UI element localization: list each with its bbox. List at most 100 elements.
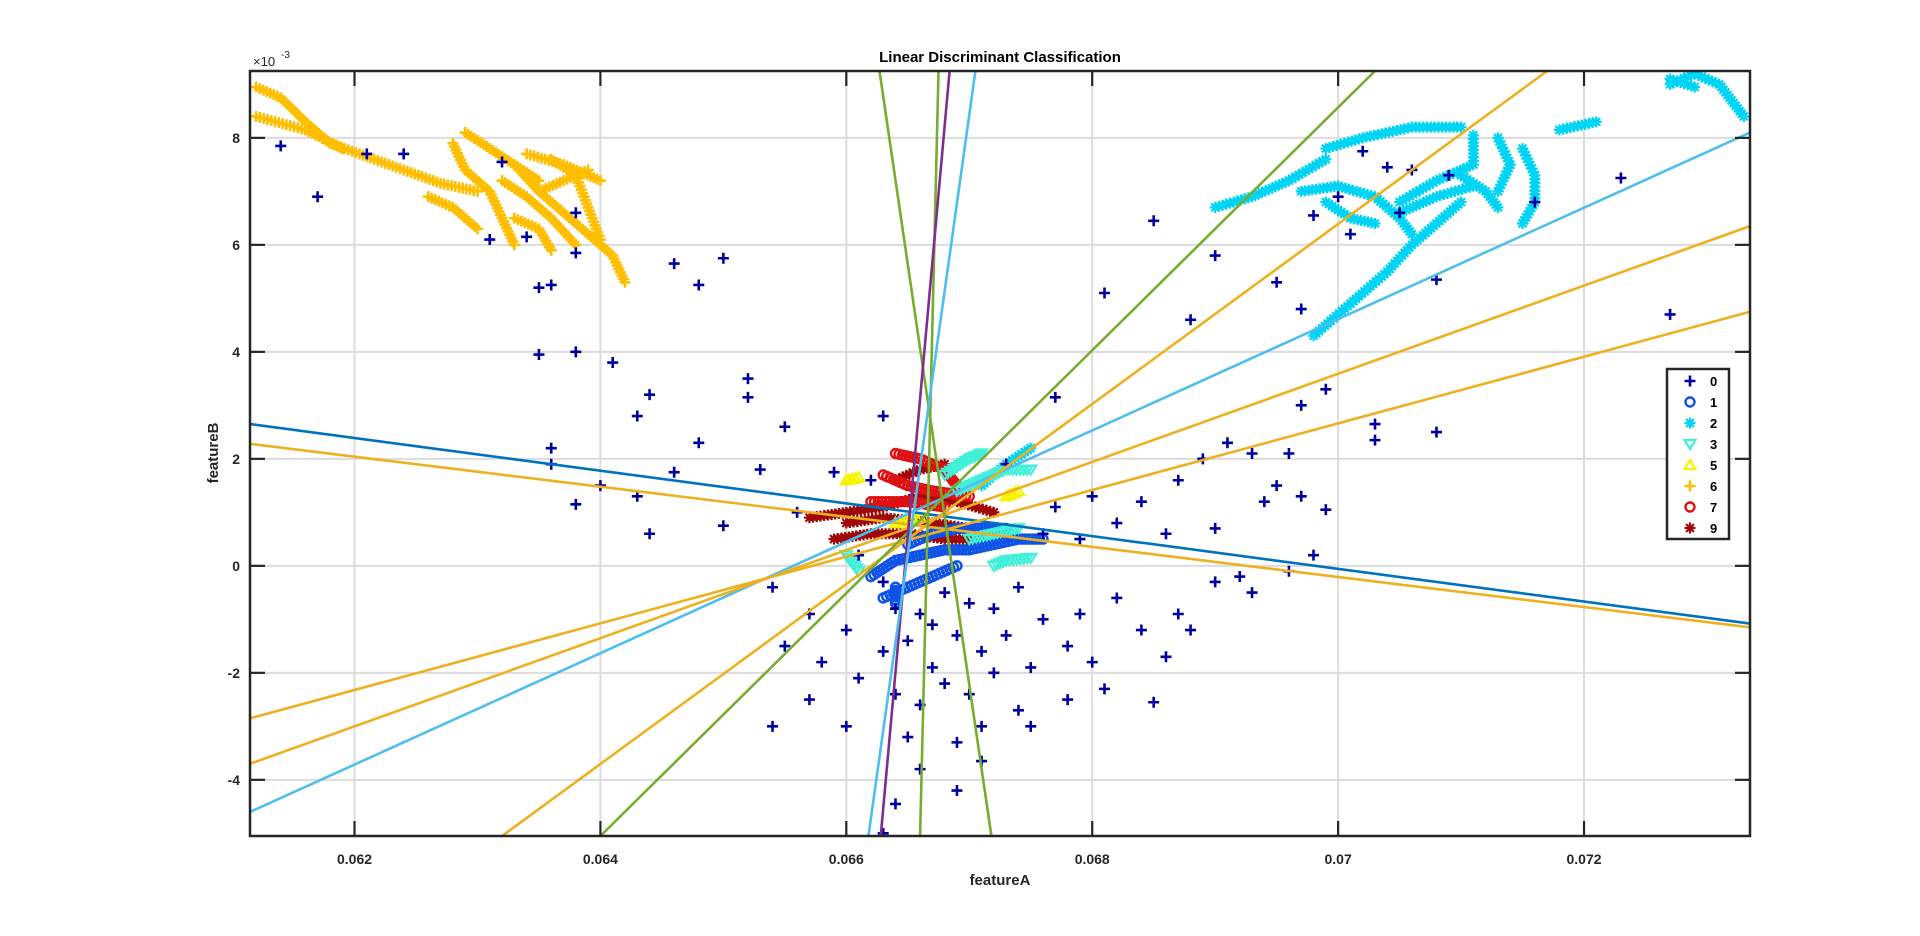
cluster-marker-2 — [1498, 172, 1510, 184]
cluster-marker-2 — [1675, 76, 1687, 88]
cluster-marker-2 — [1517, 143, 1529, 155]
axis-tick-labels: 0.062 0.064 0.066 0.068 0.07 0.072 -4 -2 0 2 4 6 8 — [228, 130, 1602, 867]
decision-boundary-line — [878, 71, 993, 836]
cluster-marker-2 — [1527, 166, 1539, 178]
cluster-marker-2 — [1692, 71, 1704, 81]
point-series-0 — [484, 234, 496, 246]
cluster-marker-2 — [1407, 201, 1419, 213]
decision-boundary-line — [501, 71, 1548, 836]
cluster-marker-2 — [1668, 74, 1680, 86]
cluster-marker-6 — [336, 143, 348, 155]
cluster-marker-2 — [1427, 192, 1439, 204]
legend-item-2: 2 — [1684, 416, 1717, 431]
cluster-marker-2 — [1467, 129, 1479, 141]
legend-marker-3 — [1682, 438, 1698, 452]
cluster-marker-2 — [1276, 178, 1288, 190]
cluster-markers — [250, 71, 1750, 609]
cluster-marker-6 — [508, 239, 520, 251]
point-series-0 — [1209, 576, 1221, 588]
cluster-marker-2 — [1521, 153, 1533, 165]
point-series-0 — [1308, 549, 1320, 561]
point-series-0 — [1135, 496, 1147, 508]
exponent-base: ×10 — [253, 54, 275, 69]
y-tick-label: 2 — [232, 451, 240, 467]
point-series-0 — [1025, 661, 1037, 673]
cluster-marker-2 — [1500, 149, 1512, 161]
y-tick-label: 6 — [232, 237, 240, 253]
point-series-0 — [1369, 434, 1381, 446]
cluster-marker-6 — [545, 244, 557, 256]
point-series-0 — [1246, 448, 1258, 459]
legend-label: 0 — [1710, 374, 1717, 389]
cluster-marker-2 — [1280, 176, 1292, 188]
point-series-0 — [496, 156, 508, 168]
point-series-0 — [914, 763, 926, 775]
decision-boundary-line — [250, 422, 1750, 625]
cluster-marker-2 — [1263, 183, 1275, 195]
decision-boundary-line — [250, 442, 1750, 629]
point-series-0 — [1160, 528, 1172, 540]
point-series-0 — [742, 391, 754, 403]
decision-boundary-line — [867, 71, 977, 836]
cluster-marker-3 — [964, 452, 980, 465]
point-series-0 — [902, 731, 914, 743]
point-series-0 — [1295, 399, 1307, 411]
point-series-0 — [1049, 501, 1061, 513]
point-series-0 — [754, 464, 766, 476]
point-series-0 — [1320, 504, 1332, 516]
cluster-marker-9 — [911, 465, 923, 477]
cluster-marker-7 — [894, 495, 907, 508]
cluster-marker-3 — [992, 558, 1008, 571]
cluster-marker-2 — [1492, 132, 1504, 144]
cluster-marker-2 — [1492, 201, 1504, 213]
cluster-series-6 — [250, 81, 631, 288]
cluster-marker-6 — [594, 175, 606, 187]
point-series-0 — [1135, 624, 1147, 636]
cluster-marker-2 — [1406, 228, 1418, 240]
point-series-0 — [1430, 426, 1442, 438]
cluster-marker-2 — [1461, 162, 1473, 174]
cluster-marker-2 — [1414, 198, 1426, 210]
decision-lines — [250, 71, 1750, 836]
point-series-0 — [1062, 694, 1074, 706]
point-series-0 — [1664, 308, 1676, 320]
point-series-0 — [939, 587, 951, 599]
point-series-0 — [1099, 287, 1111, 299]
point-series-0 — [1025, 720, 1037, 732]
point-series-0 — [1246, 587, 1258, 599]
cluster-marker-2 — [1320, 153, 1332, 165]
cluster-marker-2 — [1266, 182, 1278, 194]
cluster-marker-2 — [1503, 162, 1515, 174]
point-series-0 — [533, 349, 545, 361]
point-series-0 — [570, 247, 582, 259]
point-series-0 — [1381, 161, 1393, 173]
cluster-marker-2 — [1369, 217, 1381, 229]
cluster-marker-3 — [995, 556, 1011, 569]
cluster-marker-9 — [900, 470, 912, 482]
cluster-marker-2 — [1493, 182, 1505, 194]
cluster-marker-2 — [1497, 142, 1509, 154]
cluster-marker-2 — [1520, 149, 1532, 161]
cluster-marker-2 — [1689, 71, 1701, 80]
point-series-0 — [1529, 196, 1541, 208]
cluster-marker-2 — [1517, 217, 1529, 229]
point-series-0 — [1172, 608, 1184, 620]
point-series-0 — [1209, 522, 1221, 534]
cluster-marker-6 — [471, 223, 483, 235]
legend-label: 5 — [1710, 458, 1717, 473]
point-series-0 — [1221, 437, 1233, 449]
point-series-0 — [926, 619, 938, 631]
point-series-0 — [1049, 391, 1061, 403]
point-series-0 — [1234, 571, 1246, 583]
cluster-marker-2 — [1678, 78, 1690, 90]
point-series-0 — [1185, 314, 1197, 326]
point-series-0 — [717, 252, 729, 264]
cluster-marker-2 — [1685, 71, 1697, 81]
cluster-marker-2 — [1253, 188, 1265, 200]
cluster-marker-2 — [1495, 139, 1507, 151]
cluster-marker-2 — [1706, 75, 1718, 87]
point-series-0 — [779, 421, 791, 433]
point-series-0 — [1012, 704, 1024, 716]
cluster-marker-7 — [891, 495, 903, 508]
point-series-0 — [631, 410, 643, 422]
